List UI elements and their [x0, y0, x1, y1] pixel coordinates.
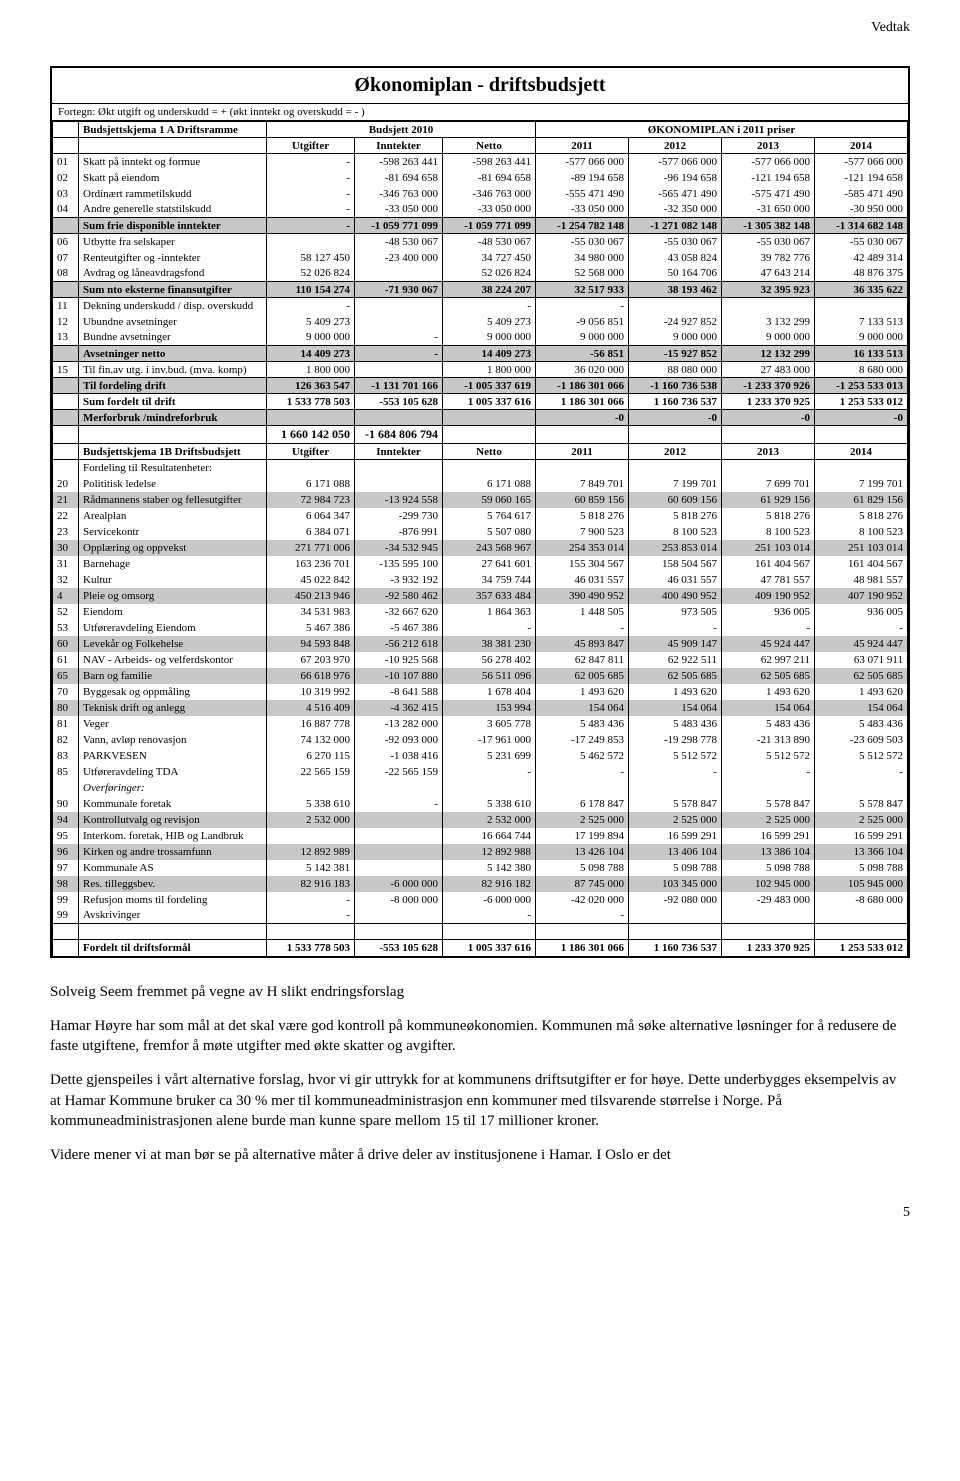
table-title: Økonomiplan - driftsbudsjett — [52, 68, 908, 104]
header-vedtak: Vedtak — [50, 20, 910, 36]
paragraph-1: Solveig Seem fremmet på vegne av H slikt… — [50, 982, 910, 1002]
paragraph-4: Videre mener vi at man bør se på alterna… — [50, 1145, 910, 1165]
body-text: Solveig Seem fremmet på vegne av H slikt… — [50, 982, 910, 1166]
budget-table: Budsjettskjema 1 A DriftsrammeBudsjett 2… — [52, 121, 908, 956]
paragraph-2: Hamar Høyre har som mål at det skal være… — [50, 1016, 910, 1057]
page-number: 5 — [50, 1205, 910, 1221]
sign-note: Fortegn: Økt utgift og underskudd = + (ø… — [52, 104, 908, 121]
budget-table-container: Økonomiplan - driftsbudsjett Fortegn: Øk… — [50, 66, 910, 958]
paragraph-3: Dette gjenspeiles i vårt alternative for… — [50, 1070, 910, 1131]
